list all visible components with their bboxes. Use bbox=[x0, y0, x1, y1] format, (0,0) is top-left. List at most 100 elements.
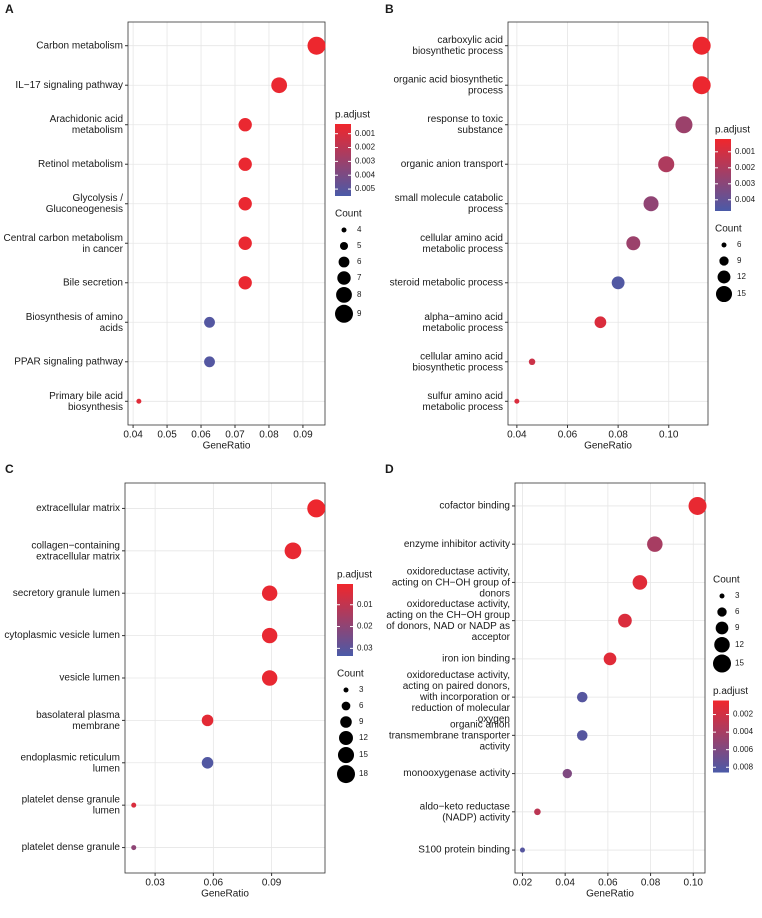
dot bbox=[576, 691, 588, 703]
size-key-label: 15 bbox=[737, 289, 746, 298]
size-key-label: 12 bbox=[735, 640, 744, 649]
size-key-label: 18 bbox=[359, 769, 368, 778]
x-tick-label: 0.08 bbox=[259, 430, 279, 441]
size-key bbox=[339, 241, 349, 251]
y-tick-label: enzyme inhibitor activity bbox=[404, 539, 510, 550]
y-tick-label: cofactor binding bbox=[439, 501, 510, 512]
x-tick-label: 0.02 bbox=[513, 878, 533, 889]
size-key bbox=[713, 654, 731, 673]
dot bbox=[131, 845, 137, 851]
size-key-label: 6 bbox=[735, 607, 740, 616]
color-tick-label: 0.003 bbox=[355, 156, 376, 165]
dot bbox=[201, 756, 214, 769]
x-tick-label: 0.08 bbox=[608, 430, 628, 441]
size-key-label: 9 bbox=[735, 623, 740, 632]
color-tick-label: 0.003 bbox=[735, 179, 756, 188]
y-tick-label: alpha−amino acid metabolic process bbox=[422, 311, 503, 333]
y-tick-label: PPAR signaling pathway bbox=[14, 356, 123, 367]
y-tick-label: IL−17 signaling pathway bbox=[15, 80, 123, 91]
size-key bbox=[341, 227, 347, 233]
color-tick-label: 0.006 bbox=[733, 745, 754, 754]
panel-label: D bbox=[385, 462, 394, 476]
x-tick-label: 0.06 bbox=[204, 878, 224, 889]
x-tick-label: 0.04 bbox=[123, 430, 143, 441]
dot bbox=[618, 613, 632, 628]
dot bbox=[562, 768, 572, 779]
color-legend-title: p.adjust bbox=[337, 570, 372, 581]
size-key bbox=[336, 287, 352, 303]
y-tick-label: cytoplasmic vesicle lumen bbox=[4, 630, 120, 641]
size-key bbox=[340, 716, 352, 728]
dot bbox=[692, 36, 711, 55]
size-key-label: 3 bbox=[359, 685, 364, 694]
size-key bbox=[339, 731, 353, 745]
dot bbox=[528, 358, 536, 366]
y-tick-label: Glycolysis / Gluconeogenesis bbox=[46, 193, 124, 215]
y-tick-label: platelet dense granule bbox=[22, 842, 121, 853]
color-tick-label: 0.002 bbox=[355, 143, 376, 152]
y-tick-label: Arachidonic acid metabolism bbox=[50, 114, 123, 136]
size-key bbox=[337, 271, 351, 285]
size-key-label: 9 bbox=[737, 256, 742, 265]
dot bbox=[136, 398, 142, 404]
y-tick-label: Biosynthesis of amino acids bbox=[26, 311, 124, 333]
y-tick-label: cellular amino acid metabolic process bbox=[420, 232, 503, 254]
size-key-label: 5 bbox=[357, 241, 362, 250]
color-tick-label: 0.02 bbox=[357, 622, 373, 631]
size-key-label: 15 bbox=[359, 750, 368, 759]
y-tick-label: response to toxic substance bbox=[427, 114, 503, 136]
color-bar bbox=[335, 124, 351, 196]
y-tick-label: Retinol metabolism bbox=[38, 159, 123, 170]
y-tick-label: cellular amino acid biosynthetic process bbox=[412, 351, 503, 373]
y-tick-label: aldo−keto reductase (NADP) activity bbox=[420, 801, 511, 823]
x-tick-label: 0.06 bbox=[598, 878, 618, 889]
size-key bbox=[714, 637, 730, 653]
size-key-label: 12 bbox=[737, 272, 746, 281]
color-tick-label: 0.002 bbox=[733, 710, 754, 719]
color-legend-title: p.adjust bbox=[335, 110, 370, 121]
x-tick-label: 0.03 bbox=[145, 878, 165, 889]
y-tick-label: sulfur amino acid metabolic process bbox=[422, 390, 503, 412]
y-tick-label: Central carbon metabolism in cancer bbox=[4, 232, 124, 254]
y-tick-label: secretory granule lumen bbox=[13, 588, 120, 599]
plot-border bbox=[514, 482, 706, 874]
color-legend-title: p.adjust bbox=[713, 686, 748, 697]
plot-border bbox=[124, 482, 326, 874]
panel-label: A bbox=[5, 2, 14, 16]
plot-border bbox=[127, 21, 326, 426]
dot bbox=[643, 196, 659, 212]
x-tick-label: 0.04 bbox=[555, 878, 575, 889]
x-tick-label: 0.04 bbox=[507, 430, 527, 441]
x-tick-label: 0.08 bbox=[641, 878, 661, 889]
y-tick-label: platelet dense granule lumen bbox=[22, 794, 121, 816]
y-tick-label: organic anion transmembrane transporter ac… bbox=[389, 719, 511, 752]
dot bbox=[261, 670, 278, 686]
color-tick-label: 0.001 bbox=[355, 129, 376, 138]
y-tick-label: extracellular matrix bbox=[36, 503, 120, 514]
y-tick-label: steroid metabolic process bbox=[390, 277, 503, 288]
size-key-label: 6 bbox=[737, 240, 742, 249]
y-tick-label: organic anion transport bbox=[401, 159, 504, 170]
size-key bbox=[719, 256, 729, 266]
y-tick-label: oxidoreductase activity, acting on the CH… bbox=[386, 599, 510, 643]
size-key bbox=[338, 256, 350, 268]
dot bbox=[611, 276, 625, 290]
y-tick-label: vesicle lumen bbox=[59, 673, 120, 684]
size-key bbox=[719, 593, 725, 599]
dot bbox=[688, 496, 707, 515]
x-axis-title: GeneRatio bbox=[586, 889, 634, 900]
dot bbox=[204, 356, 215, 368]
color-tick-label: 0.004 bbox=[733, 727, 754, 736]
dot bbox=[594, 316, 607, 329]
dot bbox=[238, 118, 252, 132]
y-tick-label: small molecule catabolic process bbox=[395, 193, 503, 215]
size-key-label: 9 bbox=[357, 309, 362, 318]
size-legend-title: Count bbox=[713, 575, 740, 586]
dot bbox=[271, 77, 288, 94]
x-axis-title: GeneRatio bbox=[203, 441, 251, 452]
dot bbox=[238, 236, 252, 250]
size-key bbox=[341, 701, 351, 711]
dot bbox=[675, 116, 693, 134]
size-key bbox=[717, 270, 731, 284]
x-tick-label: 0.06 bbox=[191, 430, 211, 441]
